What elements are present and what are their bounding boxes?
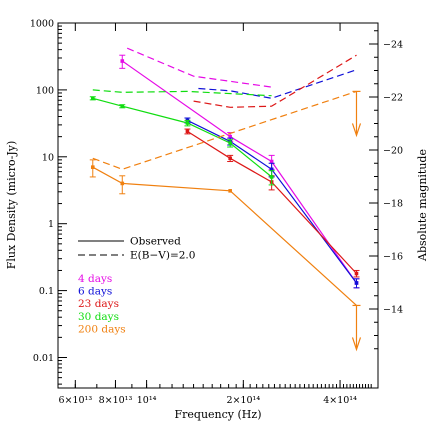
series-layer: [89, 47, 362, 352]
x-tick-label: 10¹⁴: [137, 395, 157, 406]
dereddened-line-4-days: [126, 47, 272, 88]
upper-limit-arrow-200-days: [351, 337, 362, 352]
legend-series-30-days: 30 days: [78, 311, 119, 323]
observed-line-6-days: [187, 119, 357, 284]
dereddened-line-30-days: [92, 89, 272, 97]
tick-layer: 6×10¹³ 8×10¹³ 10¹⁴ 2×10¹⁴ 4×10¹⁴ 0.01 0.1 1 10 10…: [30, 19, 403, 407]
right-tick-label: −22: [383, 93, 403, 104]
dereddened-line-200-days: [92, 90, 357, 170]
y-tick-label: 10: [42, 152, 54, 163]
right-axis-label: Absolute magnitude: [416, 149, 429, 262]
upper-limit-arrow-200-days: [351, 123, 362, 138]
y-tick-label: 0.01: [33, 353, 54, 364]
y-tick-label: 1: [48, 219, 54, 230]
x-axis-label: Frequency (Hz): [175, 408, 262, 421]
x-tick-label: 4×10¹⁴: [323, 395, 357, 406]
legend-series-23-days: 23 days: [78, 298, 119, 310]
legend-label-solid: Observed: [130, 236, 181, 248]
legend-series-4-days: 4 days: [78, 273, 112, 285]
right-tick-label: −24: [383, 40, 403, 51]
dereddened-line-23-days: [193, 54, 357, 108]
right-tick-label: −16: [383, 252, 403, 263]
y-tick-label: 1000: [30, 19, 54, 30]
plot-frame: [57, 22, 379, 389]
right-tick-label: −18: [383, 199, 403, 210]
legend-series-6-days: 6 days: [78, 286, 112, 298]
y-tick-label: 0.1: [39, 286, 54, 297]
observed-line-30-days: [92, 97, 272, 178]
data-point-200-days: [228, 189, 232, 193]
right-tick-label: −20: [383, 146, 403, 157]
right-tick-label: −14: [383, 305, 403, 316]
y-axis-label: Flux Density (micro-Jy): [5, 141, 18, 270]
y-tick-label: 100: [36, 85, 54, 96]
dereddened-line-6-days: [198, 69, 357, 99]
x-tick-label: 6×10¹³: [58, 395, 92, 406]
observed-line-4-days: [121, 60, 357, 284]
x-tick-label: 8×10¹³: [99, 395, 133, 406]
legend-series-200-days: 200 days: [78, 323, 126, 335]
legend-label-dashed: E(B−V)=2.0: [130, 250, 195, 262]
observed-line-200-days: [92, 166, 357, 306]
x-tick-label: 2×10¹⁴: [226, 395, 260, 406]
observed-line-23-days: [187, 130, 357, 274]
